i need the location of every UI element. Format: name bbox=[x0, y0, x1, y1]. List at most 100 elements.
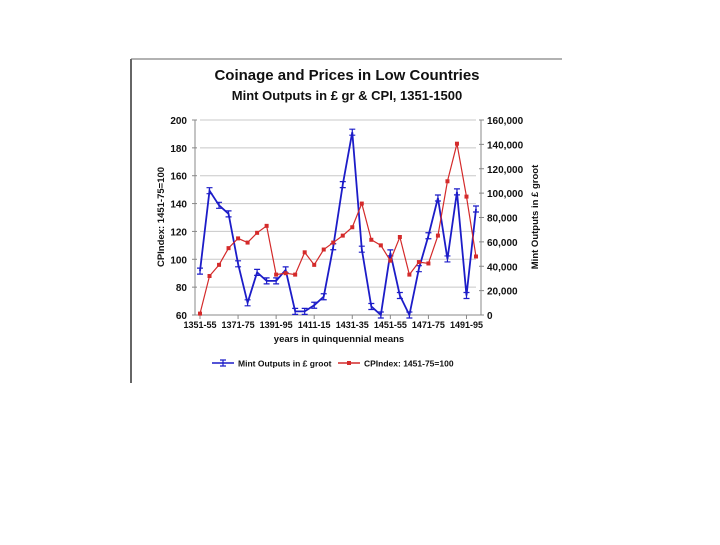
y-right-tick-label: 120,000 bbox=[487, 165, 524, 176]
legend-label: Mint Outputs in £ groot bbox=[238, 359, 332, 369]
data-point bbox=[340, 233, 345, 238]
series-line bbox=[199, 143, 477, 314]
data-point bbox=[331, 240, 336, 245]
x-tick-label: 1491-95 bbox=[450, 320, 483, 330]
data-point bbox=[358, 245, 365, 253]
data-point bbox=[207, 274, 212, 278]
data-point bbox=[225, 210, 232, 218]
chart-frame bbox=[130, 58, 562, 383]
data-point bbox=[349, 128, 356, 136]
data-point bbox=[235, 260, 242, 268]
data-point bbox=[445, 179, 450, 184]
data-point bbox=[236, 236, 241, 241]
data-point bbox=[434, 194, 441, 202]
data-point bbox=[359, 201, 364, 206]
data-point bbox=[226, 246, 231, 251]
series-layer bbox=[197, 128, 479, 319]
data-point bbox=[292, 307, 299, 315]
data-point bbox=[406, 311, 413, 319]
series-1 bbox=[198, 141, 478, 316]
data-point bbox=[453, 188, 460, 196]
data-point bbox=[377, 311, 384, 319]
data-point bbox=[321, 247, 326, 252]
data-point bbox=[407, 272, 412, 277]
y-axis-left-label: CPIndex: 1451-75=100 bbox=[156, 167, 167, 267]
data-point bbox=[474, 254, 478, 259]
data-point bbox=[320, 293, 327, 301]
x-axis-label: years in quinquennial means bbox=[274, 334, 404, 345]
x-tick-label: 1451-55 bbox=[374, 320, 407, 330]
data-point bbox=[473, 205, 479, 213]
y-left-tick-label: 160 bbox=[170, 172, 187, 183]
data-point bbox=[217, 262, 222, 267]
series-0 bbox=[197, 128, 479, 319]
y-right-tick-label: 140,000 bbox=[487, 140, 524, 151]
y-right-tick-label: 20,000 bbox=[487, 287, 518, 298]
x-tick-label: 1471-75 bbox=[412, 320, 445, 330]
y-left-tick-label: 60 bbox=[176, 311, 188, 322]
x-tick-label: 1411-15 bbox=[298, 320, 331, 330]
series-line bbox=[199, 132, 477, 318]
data-point bbox=[378, 243, 383, 248]
data-point bbox=[426, 261, 431, 266]
y-left-tick-label: 180 bbox=[170, 144, 187, 155]
data-point bbox=[396, 291, 403, 300]
data-point bbox=[311, 301, 318, 309]
x-tick-label: 1391-95 bbox=[260, 320, 293, 330]
y-right-tick-label: 100,000 bbox=[487, 189, 524, 200]
data-point bbox=[435, 233, 440, 238]
y-right-tick-label: 160,000 bbox=[487, 116, 524, 127]
y-left-tick-label: 120 bbox=[170, 227, 187, 238]
data-point bbox=[283, 271, 288, 276]
data-point bbox=[369, 237, 374, 242]
data-point bbox=[244, 299, 251, 307]
legend-swatch-marker bbox=[347, 361, 351, 365]
data-point bbox=[464, 194, 469, 199]
data-point bbox=[350, 225, 355, 230]
y-right-tick-label: 60,000 bbox=[487, 238, 518, 249]
axes bbox=[192, 119, 484, 319]
chart-title: Coinage and Prices in Low Countries bbox=[214, 67, 479, 84]
data-point bbox=[388, 258, 393, 263]
data-point bbox=[302, 250, 307, 255]
data-point bbox=[312, 262, 317, 267]
data-point bbox=[255, 230, 260, 235]
chart-subtitle: Mint Outputs in £ gr & CPI, 1351-1500 bbox=[232, 88, 462, 103]
data-point bbox=[198, 311, 202, 316]
data-point bbox=[415, 265, 422, 273]
data-point bbox=[197, 267, 203, 275]
data-point bbox=[293, 272, 298, 277]
data-point bbox=[263, 277, 270, 285]
y-right-tick-label: 40,000 bbox=[487, 262, 518, 273]
data-point bbox=[454, 141, 459, 146]
data-point bbox=[254, 268, 261, 276]
data-point bbox=[444, 255, 451, 263]
legend-label: CPIndex: 1451-75=100 bbox=[364, 359, 454, 369]
tick-labels: 60 80 100 120 140 160 180 200 0 20,000 40,000 60,00… bbox=[170, 116, 523, 330]
legend-swatch-marker bbox=[220, 359, 226, 367]
data-point bbox=[425, 232, 432, 240]
data-point bbox=[416, 260, 421, 265]
y-left-tick-label: 140 bbox=[170, 200, 187, 211]
data-point bbox=[339, 180, 346, 189]
data-point bbox=[463, 291, 470, 300]
y-left-tick-label: 200 bbox=[170, 116, 187, 127]
data-point bbox=[264, 223, 269, 228]
legend: Mint Outputs in £ groot CPIndex: 1451-75=… bbox=[212, 359, 454, 369]
x-tick-label: 1431-35 bbox=[336, 320, 369, 330]
data-point bbox=[368, 302, 375, 311]
y-left-tick-label: 80 bbox=[176, 283, 188, 294]
data-point bbox=[245, 240, 250, 245]
y-right-tick-label: 0 bbox=[487, 311, 493, 322]
y-left-tick-label: 100 bbox=[170, 255, 187, 266]
data-point bbox=[274, 272, 279, 277]
x-tick-label: 1351-55 bbox=[183, 320, 216, 330]
data-point bbox=[273, 277, 280, 285]
data-point bbox=[206, 187, 213, 195]
data-point bbox=[397, 235, 402, 239]
data-point bbox=[301, 307, 308, 315]
y-right-tick-label: 80,000 bbox=[487, 214, 518, 225]
x-tick-label: 1371-75 bbox=[222, 320, 255, 330]
